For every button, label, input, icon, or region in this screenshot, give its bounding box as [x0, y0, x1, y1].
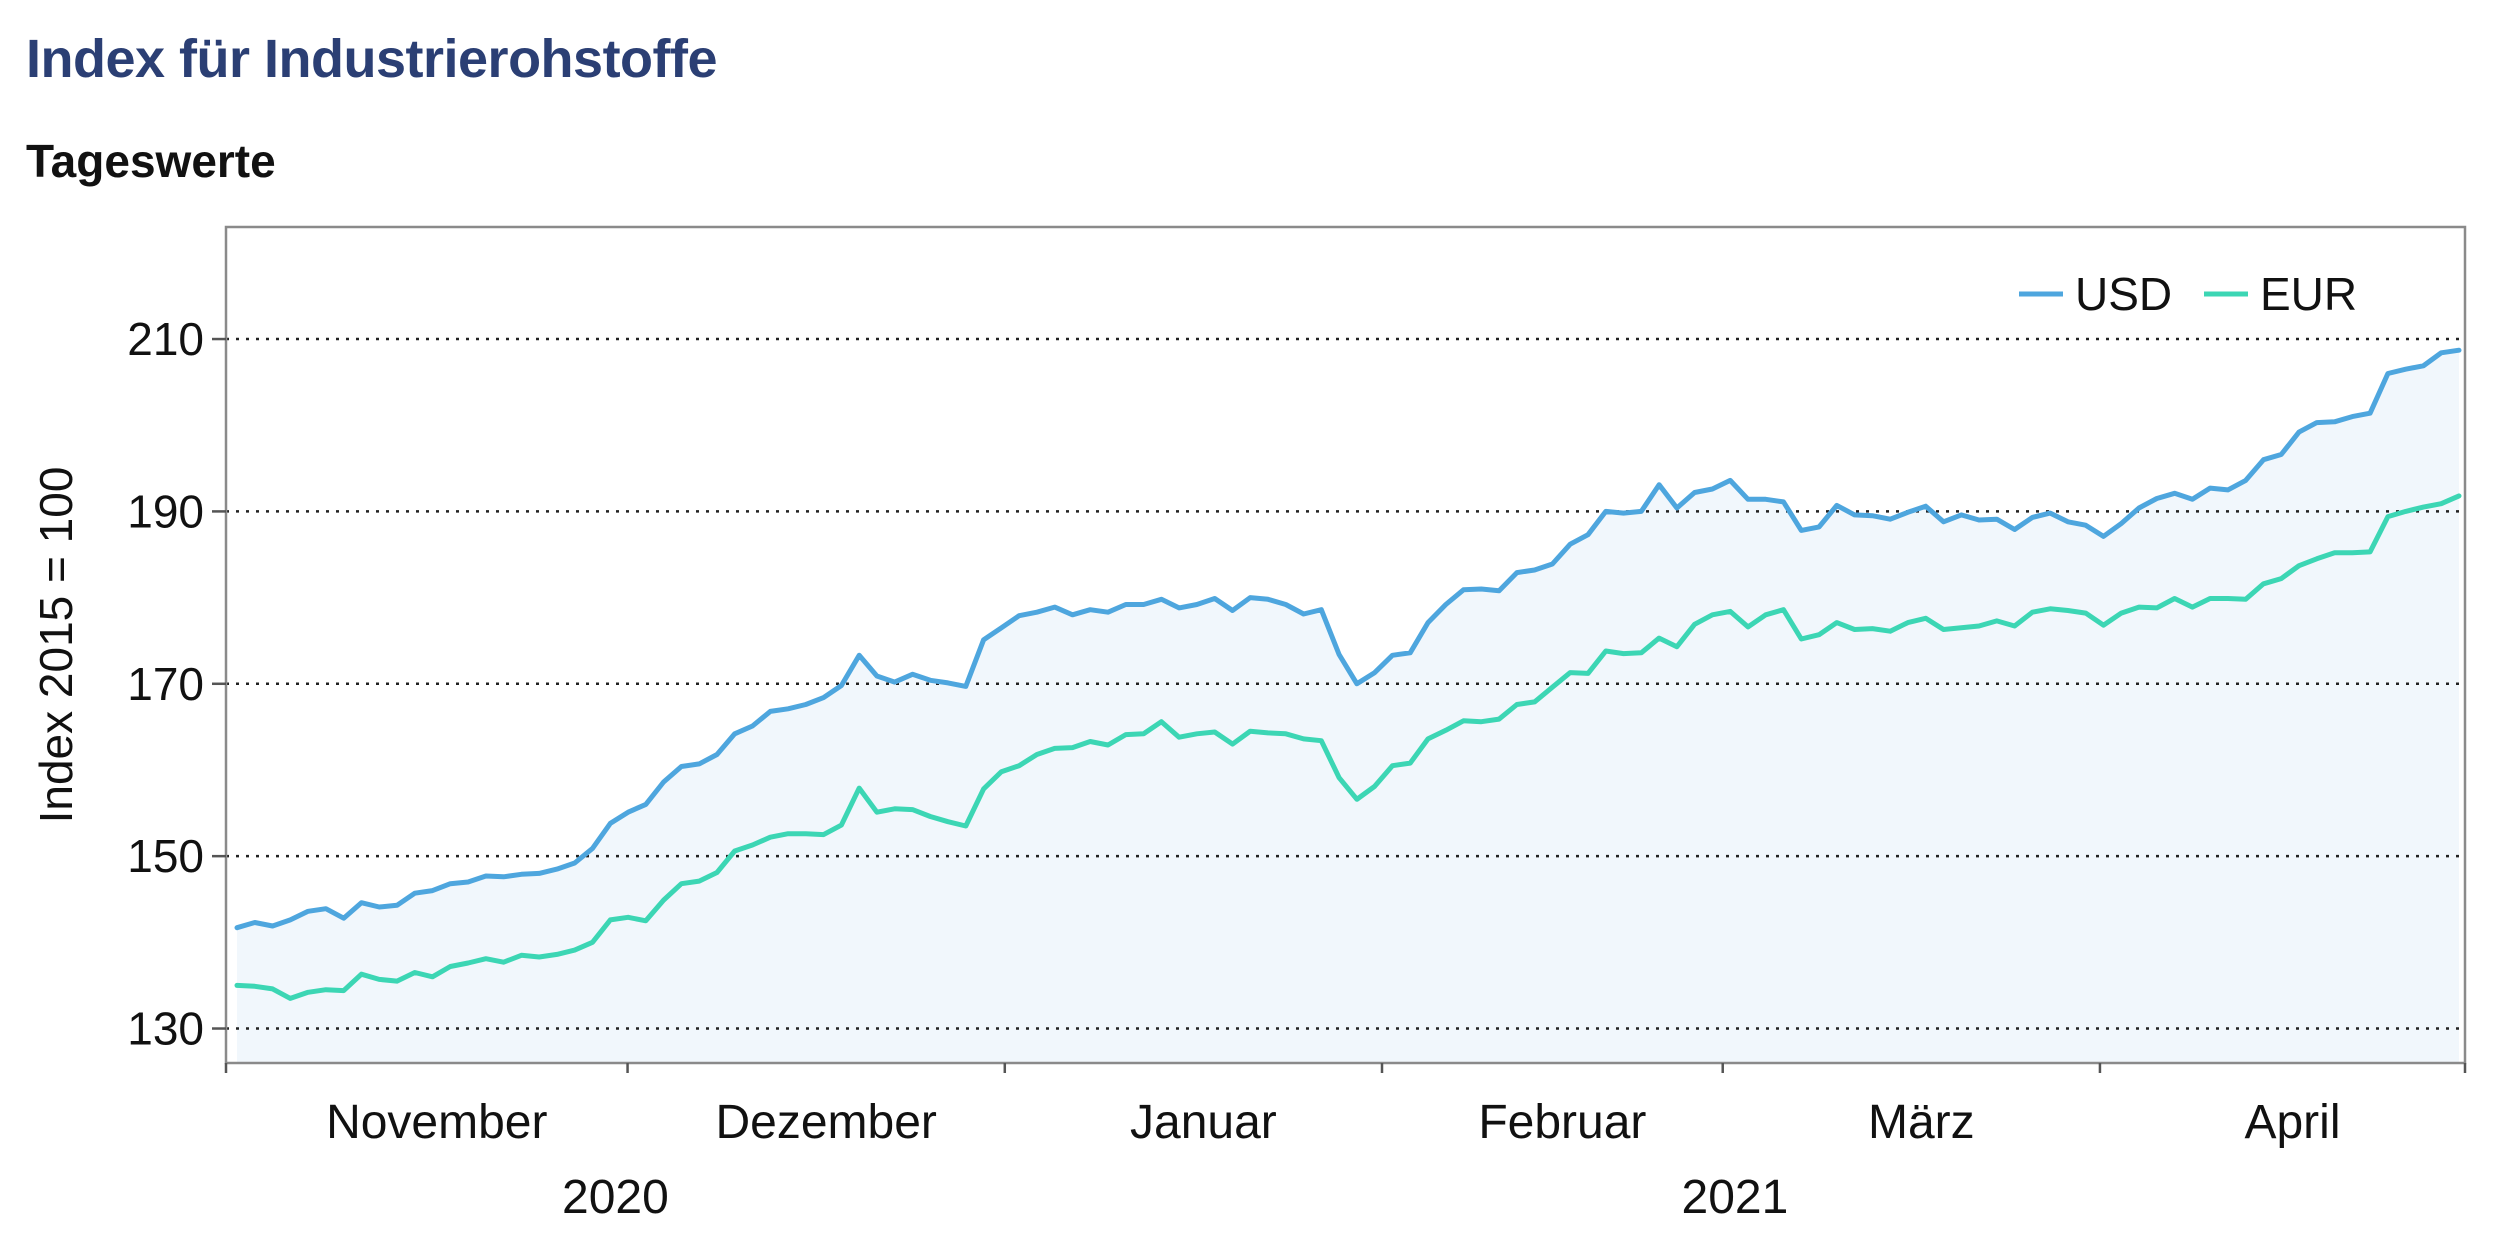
y-tick-label: 210 [127, 313, 204, 365]
plot-frame [224, 225, 2467, 1065]
legend: USD EUR [2019, 268, 2357, 320]
x-month-label: April [2244, 1096, 2340, 1149]
y-tick-label: 150 [127, 830, 204, 882]
y-tick-label: 130 [127, 1003, 204, 1055]
series-line-eur [234, 493, 2462, 1001]
x-month-label: November [326, 1096, 547, 1149]
x-month-label: Dezember [715, 1096, 936, 1149]
y-tick-label: 170 [127, 658, 204, 710]
x-month-label: März [1868, 1096, 1975, 1149]
x-year-label: 2020 [562, 1171, 669, 1224]
x-month-label: Januar [1130, 1096, 1277, 1149]
legend-label-usd: USD [2075, 268, 2172, 320]
series-line-usd [234, 347, 2462, 931]
x-year-label: 2021 [1682, 1171, 1789, 1224]
y-axis-label: Index 2015 = 100 [30, 467, 82, 824]
legend-label-eur: EUR [2260, 268, 2357, 320]
x-month-label: Februar [1478, 1096, 1646, 1149]
area-band [237, 350, 2459, 1063]
chart-title: Index für Industrierohstoffe [26, 29, 718, 89]
chart-subtitle: Tageswerte [26, 135, 276, 187]
y-tick-label: 190 [127, 485, 204, 537]
